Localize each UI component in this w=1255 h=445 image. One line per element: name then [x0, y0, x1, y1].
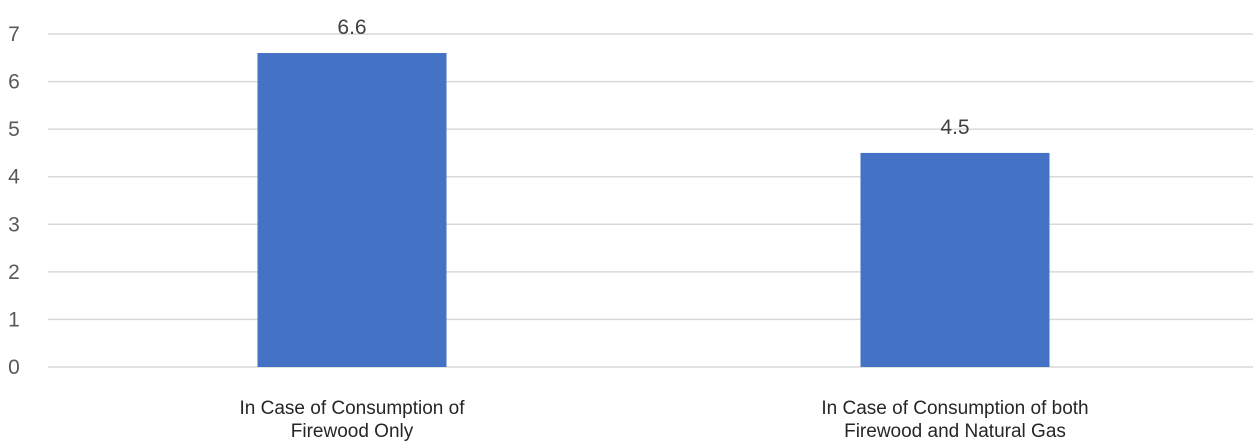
data-labels: 6.6 4.5	[337, 16, 969, 139]
y-axis-tick-labels: 0 1 2 3 4 5 6 7	[8, 23, 20, 379]
y-tick-label-4: 4	[8, 166, 20, 189]
y-tick-label-5: 5	[8, 118, 20, 141]
y-tick-label-1: 1	[8, 308, 20, 331]
gridlines	[48, 33, 1253, 368]
bars	[257, 53, 1050, 368]
data-label-1: 6.6	[337, 16, 366, 39]
category-label-2-line-1: In Case of Consumption of both	[821, 398, 1088, 419]
y-tick-label-0: 0	[8, 356, 20, 379]
bar-1	[257, 53, 447, 368]
y-tick-label-3: 3	[8, 213, 20, 236]
y-tick-label-2: 2	[8, 261, 20, 284]
data-label-2: 4.5	[940, 116, 969, 139]
y-tick-label-6: 6	[8, 71, 20, 94]
category-label-1-line-1: In Case of Consumption of	[240, 398, 466, 419]
bar-2	[860, 152, 1050, 367]
category-label-2-line-2: Firewood and Natural Gas	[844, 421, 1066, 442]
y-tick-label-7: 7	[8, 23, 20, 46]
category-label-1-line-2: Firewood Only	[291, 421, 414, 442]
